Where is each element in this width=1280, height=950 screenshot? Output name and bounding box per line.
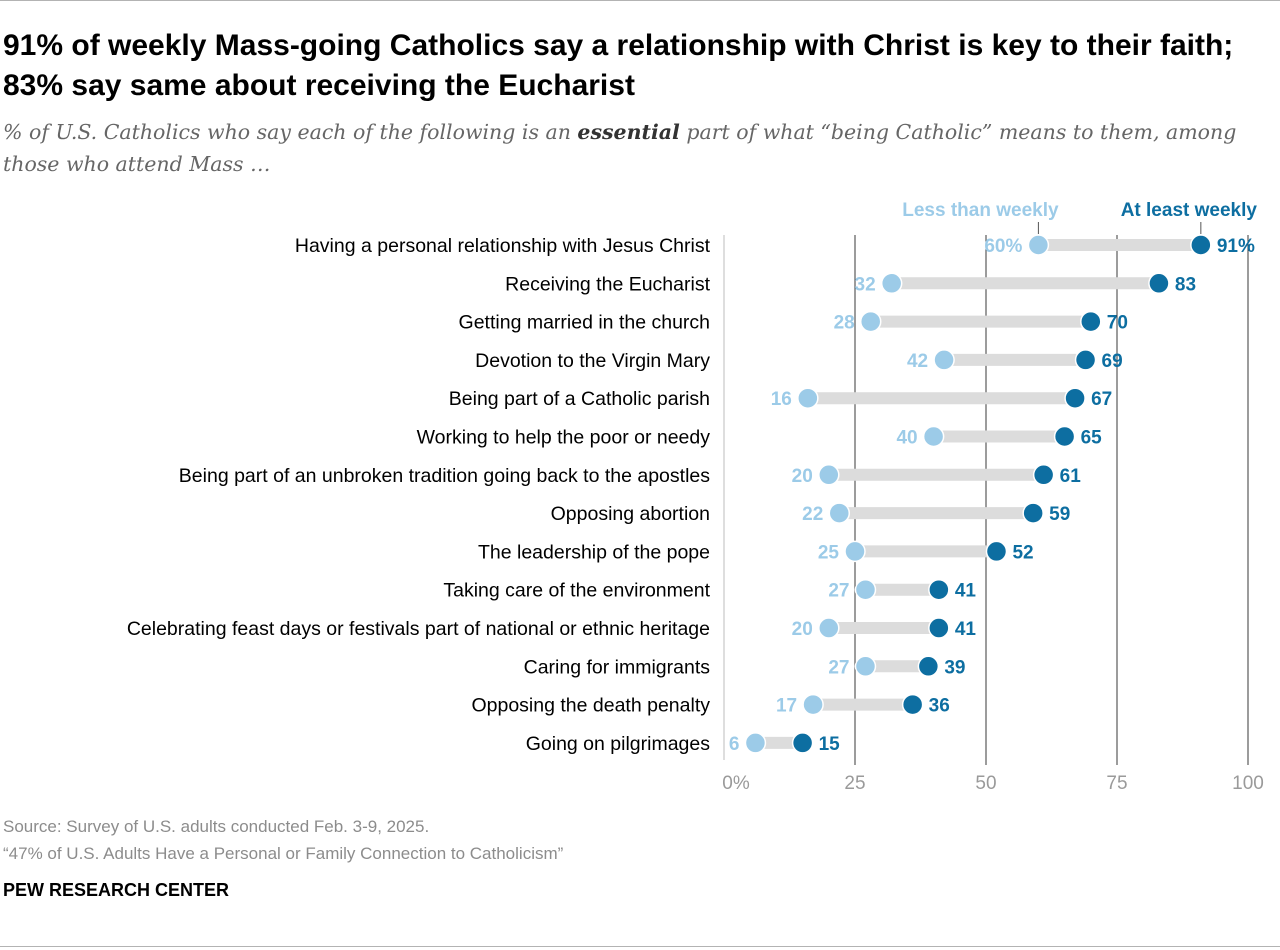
less-than-weekly-value: 60%	[984, 236, 1022, 257]
category-label: Having a personal relationship with Jesu…	[295, 235, 711, 257]
less-than-weekly-dot	[880, 272, 903, 295]
less-than-weekly-value: 25	[818, 542, 840, 563]
less-than-weekly-value: 17	[776, 696, 797, 717]
x-tick-label: 0%	[722, 773, 750, 794]
at-least-weekly-dot	[1022, 502, 1044, 524]
less-than-weekly-value: 16	[771, 389, 792, 410]
at-least-weekly-value: 70	[1107, 313, 1128, 334]
category-label: Celebrating feast days or festivals part…	[127, 618, 710, 640]
less-than-weekly-value: 22	[802, 504, 823, 525]
less-than-weekly-dot	[818, 464, 840, 486]
at-least-weekly-value: 39	[944, 657, 965, 678]
less-than-weekly-dot	[922, 425, 945, 448]
category-label: Taking care of the environment	[443, 580, 710, 602]
at-least-weekly-dot	[1064, 387, 1086, 409]
chart-subtitle: % of U.S. Catholics who say each of the …	[3, 116, 1263, 180]
category-label: Going on pilgrimages	[526, 733, 711, 755]
less-than-weekly-dot	[854, 655, 877, 678]
at-least-weekly-value: 65	[1081, 428, 1103, 449]
at-least-weekly-value: 52	[1012, 542, 1033, 563]
category-label: Opposing the death penalty	[471, 695, 710, 717]
less-than-weekly-dot	[818, 617, 840, 639]
category-label: Opposing abortion	[551, 503, 710, 525]
subtitle-emphasis: essential	[577, 120, 680, 144]
bottom-rule	[0, 946, 1280, 947]
less-than-weekly-value: 6	[729, 734, 740, 755]
x-tick-label: 100	[1232, 773, 1264, 794]
at-least-weekly-dot	[901, 693, 924, 716]
source-note: Source: Survey of U.S. adults conducted …	[3, 817, 430, 836]
at-least-weekly-dot	[1148, 272, 1170, 295]
at-least-weekly-dot	[928, 578, 950, 601]
at-least-weekly-value: 41	[955, 619, 977, 640]
at-least-weekly-value: 69	[1102, 351, 1123, 372]
less-than-weekly-value: 27	[828, 657, 849, 678]
subtitle-text-end: part of what “being Catholic” means to t…	[3, 120, 1237, 176]
less-than-weekly-dot	[797, 387, 819, 409]
less-than-weekly-value: 27	[828, 581, 849, 602]
at-least-weekly-dot	[985, 540, 1008, 563]
at-least-weekly-dot	[928, 617, 950, 639]
at-least-weekly-dot	[1080, 310, 1102, 333]
at-least-weekly-dot	[917, 655, 940, 678]
category-label: Caring for immigrants	[524, 656, 711, 678]
less-than-weekly-value: 32	[855, 274, 876, 295]
x-tick-label: 25	[844, 773, 865, 794]
less-than-weekly-dot	[854, 578, 877, 601]
at-least-weekly-value: 15	[819, 734, 841, 755]
at-least-weekly-value: 67	[1091, 389, 1112, 410]
less-than-weekly-value: 40	[896, 428, 917, 449]
chart-title: 91% of weekly Mass-going Catholics say a…	[3, 29, 1234, 102]
less-than-weekly-value: 42	[907, 351, 928, 372]
less-than-weekly-dot	[744, 732, 767, 754]
pew-logo-text: PEW RESEARCH CENTER	[3, 880, 230, 900]
at-least-weekly-value: 83	[1175, 274, 1196, 295]
less-than-weekly-dot	[828, 502, 851, 524]
at-least-weekly-value: 61	[1060, 466, 1082, 487]
category-label: Receiving the Eucharist	[505, 273, 710, 295]
at-least-weekly-value: 41	[955, 581, 977, 602]
less-than-weekly-dot	[802, 693, 824, 716]
legend-less-than-weekly: Less than weekly	[902, 200, 1059, 221]
less-than-weekly-dot	[1027, 234, 1050, 256]
category-label: Devotion to the Virgin Mary	[475, 350, 710, 372]
category-label: The leadership of the pope	[478, 541, 710, 563]
category-label: Working to help the poor or needy	[417, 427, 711, 449]
less-than-weekly-dot	[859, 310, 882, 333]
at-least-weekly-value: 36	[929, 696, 950, 717]
category-label: Being part of an unbroken tradition goin…	[179, 465, 710, 487]
at-least-weekly-dot	[1032, 464, 1055, 486]
less-than-weekly-dot	[844, 540, 866, 563]
legend-at-least-weekly: At least weekly	[1121, 200, 1258, 221]
report-note: “47% of U.S. Adults Have a Personal or F…	[3, 844, 564, 863]
less-than-weekly-value: 28	[834, 313, 855, 334]
at-least-weekly-dot	[1190, 234, 1212, 256]
at-least-weekly-dot	[1074, 349, 1097, 371]
x-tick-label: 75	[1106, 773, 1127, 794]
category-label: Getting married in the church	[459, 312, 710, 334]
at-least-weekly-dot	[1053, 425, 1076, 448]
less-than-weekly-value: 20	[792, 466, 813, 487]
top-rule	[0, 0, 1280, 1]
at-least-weekly-value: 91%	[1217, 236, 1255, 257]
x-tick-label: 50	[975, 773, 996, 794]
category-label: Being part of a Catholic parish	[449, 388, 710, 410]
subtitle-text-start: % of U.S. Catholics who say each of the …	[3, 120, 578, 144]
less-than-weekly-dot	[933, 349, 955, 371]
less-than-weekly-value: 20	[792, 619, 813, 640]
at-least-weekly-dot	[791, 732, 814, 754]
dot-plot-chart: 0% 25 50 75 100 Having a personal relationshi…	[127, 200, 1264, 794]
at-least-weekly-value: 59	[1049, 504, 1070, 525]
